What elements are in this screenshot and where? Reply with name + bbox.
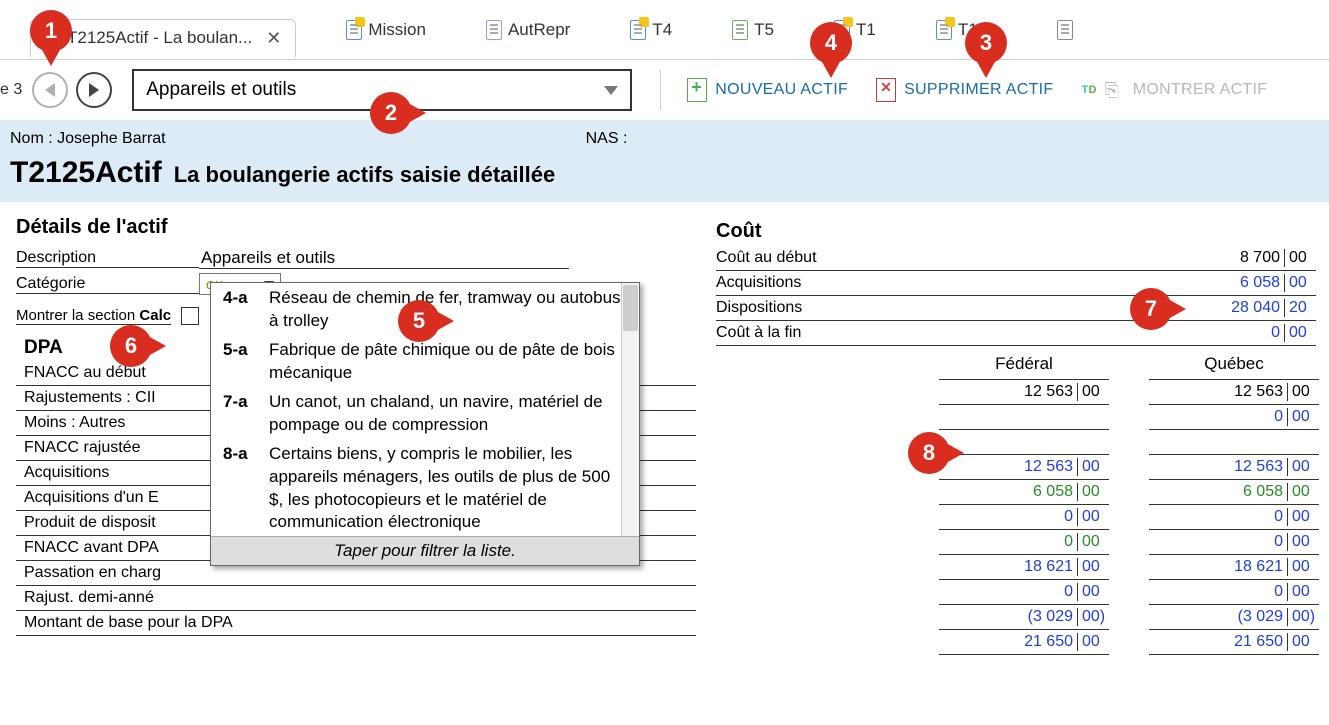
- tab-t1[interactable]: T1: [824, 14, 886, 46]
- cost-amount[interactable]: 000: [1146, 321, 1316, 346]
- federal-amount[interactable]: [939, 405, 1109, 430]
- quebec-amount[interactable]: 12 56300: [1149, 455, 1319, 480]
- tab-label: T1: [856, 20, 876, 40]
- dropdown-item[interactable]: 4-aRéseau de chemin de fer, tramway ou a…: [211, 283, 639, 335]
- federal-amount[interactable]: 000: [939, 530, 1109, 555]
- cost-label: Coût à la fin: [716, 321, 1146, 346]
- tab-more[interactable]: [1047, 14, 1083, 46]
- arrow-left-icon: [45, 83, 55, 97]
- close-icon[interactable]: ✕: [266, 28, 281, 49]
- button-label: NOUVEAU ACTIF: [715, 81, 848, 99]
- asset-select-value: Appareils et outils: [146, 79, 296, 101]
- dropdown-scrollbar[interactable]: [621, 283, 639, 536]
- td-icon: TD: [1081, 84, 1096, 96]
- tab-t4[interactable]: T4: [620, 14, 682, 46]
- button-label: SUPPRIMER ACTIF: [904, 81, 1053, 99]
- dropdown-footer: Taper pour filtrer la liste.: [211, 536, 639, 565]
- cost-heading: Coût: [716, 216, 1146, 246]
- link-icon: ⎘: [1105, 80, 1125, 100]
- federal-amount[interactable]: 21 65000: [939, 630, 1109, 655]
- quebec-amount[interactable]: 21 65000: [1149, 630, 1319, 655]
- tab-bar: T2125Actif - La boulan... ✕ Mission AutR…: [0, 0, 1329, 60]
- divider: [660, 70, 661, 110]
- category-label: Catégorie: [16, 275, 199, 294]
- quebec-amount[interactable]: 000: [1149, 505, 1319, 530]
- dropdown-item[interactable]: 5-aFabrique de pâte chimique ou de pâte …: [211, 335, 639, 387]
- doc-icon: [346, 20, 362, 40]
- cost-label: Dispositions: [716, 296, 1146, 321]
- description-label: Description: [16, 249, 199, 268]
- arrow-right-icon: [89, 83, 99, 97]
- toolbar: e 3 Appareils et outils NOUVEAU ACTIF SU…: [0, 60, 1329, 120]
- description-value[interactable]: Appareils et outils: [199, 248, 569, 269]
- page-title: T2125Actif: [10, 156, 162, 190]
- cost-label: Acquisitions: [716, 271, 1146, 296]
- chevron-down-icon: [604, 86, 618, 95]
- quebec-amount[interactable]: (3 02900): [1149, 605, 1319, 630]
- amount-header-blank: [1146, 216, 1316, 246]
- nas-label: NAS :: [586, 130, 628, 148]
- asset-select[interactable]: Appareils et outils: [132, 69, 632, 111]
- nav-back-button[interactable]: [32, 72, 68, 108]
- cost-amount[interactable]: 8 70000: [1146, 246, 1316, 271]
- toolbar-prefix: e 3: [0, 81, 28, 99]
- quebec-amount[interactable]: 000: [1149, 580, 1319, 605]
- doc-icon: [1057, 20, 1073, 40]
- tab-label: T2125Actif - La boulan...: [67, 28, 252, 48]
- quebec-amount[interactable]: 6 05800: [1149, 480, 1319, 505]
- page-subtitle: La boulangerie actifs saisie détaillée: [174, 162, 556, 188]
- federal-amount[interactable]: (3 02900): [939, 605, 1109, 630]
- button-label: MONTRER ACTIF: [1133, 81, 1268, 99]
- federal-amount[interactable]: 000: [939, 580, 1109, 605]
- cost-amount[interactable]: 6 05800: [1146, 271, 1316, 296]
- show-asset-button[interactable]: TD ⎘ MONTRER ACTIF: [1067, 80, 1281, 100]
- show-calc-checkbox[interactable]: [181, 307, 199, 325]
- quebec-amount[interactable]: 000: [1149, 530, 1319, 555]
- federal-header: Fédéral: [939, 354, 1109, 380]
- federal-amount[interactable]: 000: [939, 505, 1109, 530]
- federal-amount[interactable]: 18 62100: [939, 555, 1109, 580]
- tab-t183[interactable]: T183: [926, 14, 1007, 46]
- dpa-row: Rajust. demi-anné: [16, 586, 696, 611]
- tab-label: T183: [958, 20, 997, 40]
- tab-label: Mission: [368, 20, 426, 40]
- tab-mission[interactable]: Mission: [336, 14, 436, 46]
- dropdown-item[interactable]: 8-aCertains biens, y compris le mobilier…: [211, 439, 639, 537]
- tab-label: AutRepr: [508, 20, 570, 40]
- federal-amount[interactable]: [939, 430, 1109, 455]
- x-icon: [876, 78, 896, 102]
- quebec-header: Québec: [1149, 354, 1319, 380]
- doc-icon: [630, 20, 646, 40]
- category-dropdown: 4-aRéseau de chemin de fer, tramway ou a…: [210, 282, 640, 566]
- details-heading: Détails de l'actif: [16, 216, 696, 239]
- delete-asset-button[interactable]: SUPPRIMER ACTIF: [862, 78, 1067, 102]
- cost-label: Coût au début: [716, 246, 1146, 271]
- envelope-icon: [936, 20, 952, 40]
- tab-t2125actif[interactable]: T2125Actif - La boulan... ✕: [30, 19, 296, 57]
- doc-icon: [45, 28, 61, 48]
- plus-icon: [687, 78, 707, 102]
- tab-label: T4: [652, 20, 672, 40]
- dpa-row: Montant de base pour la DPA: [16, 611, 696, 636]
- quebec-amount[interactable]: 000: [1149, 405, 1319, 430]
- tab-t5[interactable]: T5: [722, 14, 784, 46]
- title-band: Nom : Josephe Barrat NAS : T2125Actif La…: [0, 120, 1329, 202]
- federal-amount[interactable]: 6 05800: [939, 480, 1109, 505]
- cost-amount[interactable]: 28 04020: [1146, 296, 1316, 321]
- nav-forward-button[interactable]: [76, 72, 112, 108]
- federal-amount[interactable]: 12 56300: [939, 380, 1109, 405]
- federal-amount[interactable]: 12 56300: [939, 455, 1109, 480]
- quebec-amount[interactable]: [1149, 430, 1319, 455]
- new-asset-button[interactable]: NOUVEAU ACTIF: [673, 78, 862, 102]
- show-calc-toggle[interactable]: Montrer la section Calc: [16, 307, 171, 325]
- name-label: Nom : Josephe Barrat: [10, 130, 166, 148]
- tab-autrepr[interactable]: AutRepr: [476, 14, 580, 46]
- doc-icon: [732, 20, 748, 40]
- quebec-amount[interactable]: 18 62100: [1149, 555, 1319, 580]
- doc-icon: [486, 20, 502, 40]
- doc-icon: [834, 20, 850, 40]
- tab-label: T5: [754, 20, 774, 40]
- dropdown-item[interactable]: 7-aUn canot, un chaland, un navire, maté…: [211, 387, 639, 439]
- quebec-amount[interactable]: 12 56300: [1149, 380, 1319, 405]
